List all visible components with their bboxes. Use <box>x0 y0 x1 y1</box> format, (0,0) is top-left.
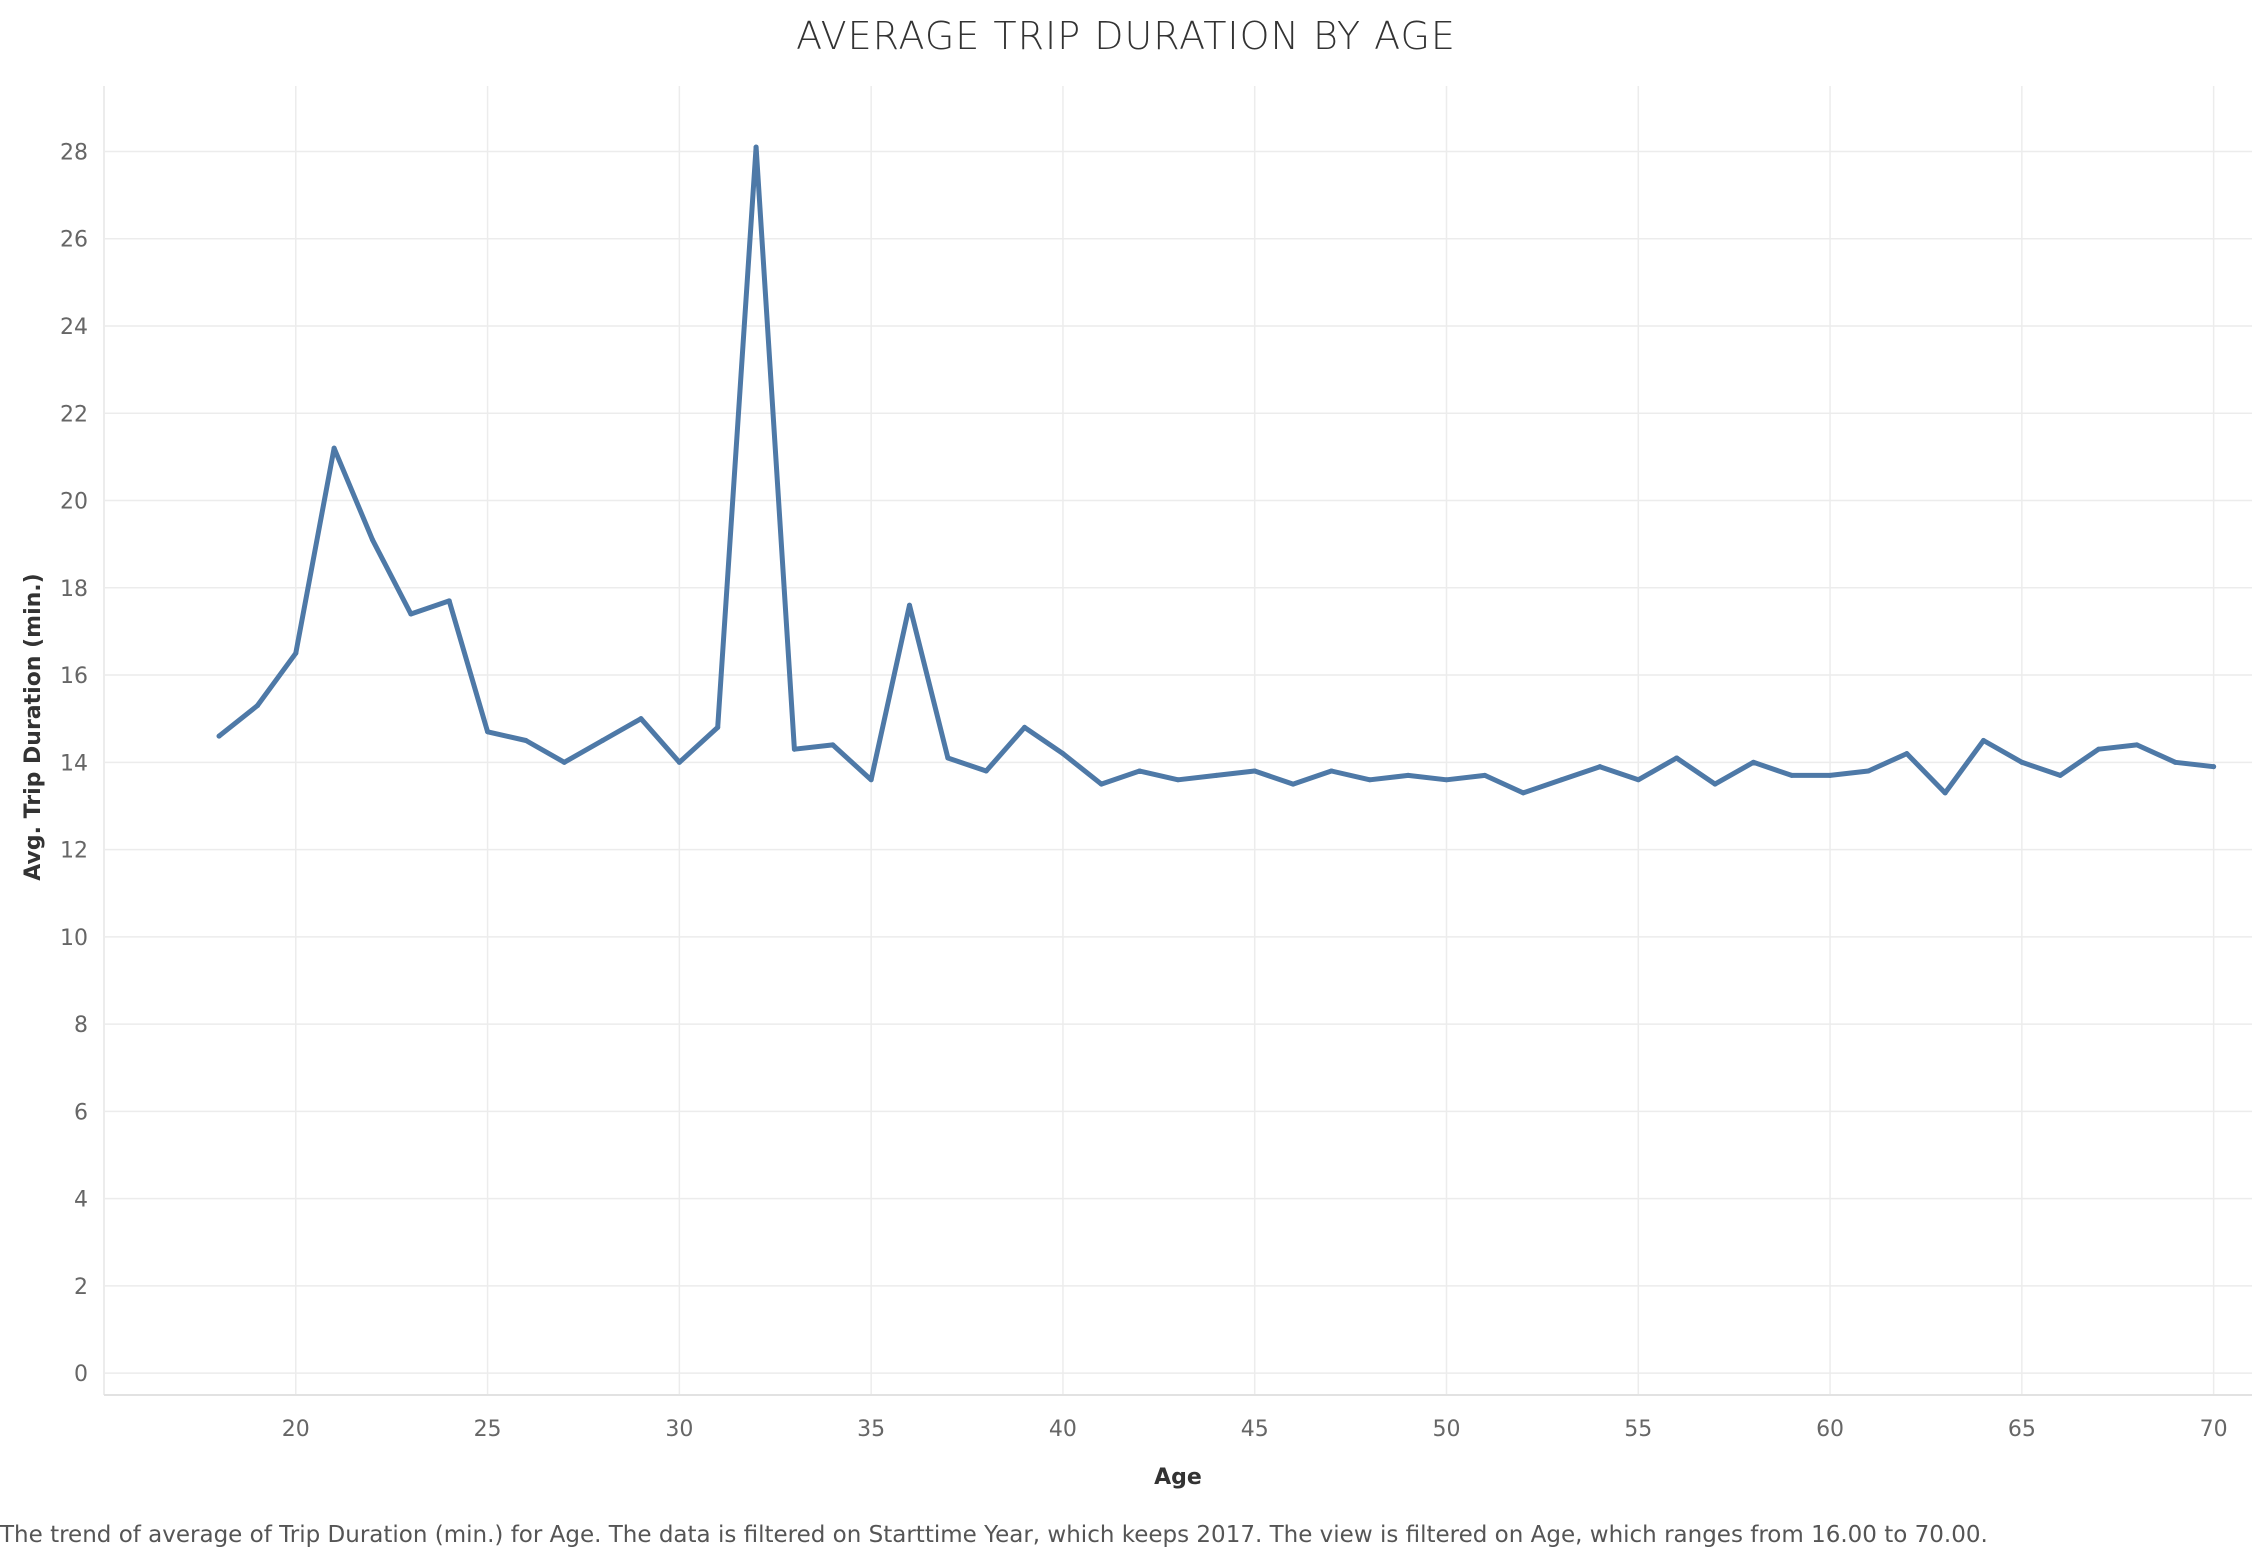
data-point <box>293 650 299 656</box>
data-point <box>1022 724 1028 730</box>
x-tick-label: 25 <box>474 1417 502 1442</box>
x-tick-label: 30 <box>665 1417 693 1442</box>
data-point <box>1712 781 1718 787</box>
y-tick-label: 6 <box>74 1100 88 1125</box>
data-point <box>983 768 989 774</box>
y-tick-label: 24 <box>60 315 88 340</box>
data-point <box>715 724 721 730</box>
y-tick-label: 0 <box>74 1362 88 1387</box>
data-point <box>1213 772 1219 778</box>
chart-title: AVERAGE TRIP DURATION BY AGE <box>796 14 1456 58</box>
data-point <box>1252 768 1258 774</box>
data-point <box>1060 751 1066 757</box>
data-point <box>638 716 644 722</box>
data-point <box>408 611 414 617</box>
data-point <box>1904 751 1910 757</box>
y-tick-label: 22 <box>60 402 88 427</box>
y-tick-label: 14 <box>60 751 88 776</box>
data-point <box>753 144 759 150</box>
data-point <box>907 602 912 608</box>
series <box>216 144 2217 796</box>
data-point <box>1098 781 1104 787</box>
y-tick-label: 26 <box>60 228 88 253</box>
data-point <box>1559 777 1565 783</box>
data-point <box>1328 768 1334 774</box>
x-tick-label: 45 <box>1241 1417 1269 1442</box>
data-point <box>945 755 951 761</box>
data-point <box>1444 777 1449 783</box>
y-tick-label: 12 <box>60 839 88 864</box>
data-point <box>791 746 797 752</box>
grid <box>104 86 2252 1395</box>
y-tick-label: 4 <box>74 1188 88 1213</box>
data-point <box>485 729 491 735</box>
y-tick-label: 16 <box>60 664 88 689</box>
data-point <box>216 733 222 739</box>
data-point <box>2172 759 2178 765</box>
data-point <box>1597 764 1603 770</box>
data-point <box>1789 772 1795 778</box>
data-point <box>446 598 452 604</box>
x-tick-label: 20 <box>282 1417 310 1442</box>
data-point <box>523 738 529 743</box>
data-point <box>600 738 606 743</box>
data-point <box>1290 781 1296 787</box>
data-point <box>1520 790 1526 796</box>
x-tick-label: 35 <box>857 1417 885 1442</box>
data-point <box>2019 759 2025 765</box>
data-point <box>370 537 375 543</box>
data-point <box>1674 755 1680 761</box>
y-tick-label: 2 <box>74 1275 88 1300</box>
x-tick-label: 70 <box>2200 1417 2228 1442</box>
data-point <box>1750 759 1756 765</box>
data-point <box>1175 777 1181 783</box>
data-point <box>2134 742 2140 748</box>
data-point <box>2057 772 2063 778</box>
y-tick-label: 20 <box>60 490 88 515</box>
data-point <box>331 445 337 451</box>
data-point <box>1827 772 1833 778</box>
data-point <box>1981 738 1986 743</box>
x-axis-ticks: 20 25 30 35 40 45 50 55 60 65 70 <box>282 1417 2228 1442</box>
x-tick-label: 55 <box>1624 1417 1652 1442</box>
x-tick-label: 65 <box>2008 1417 2036 1442</box>
data-point <box>1405 772 1411 778</box>
axes <box>103 86 2252 1396</box>
data-point <box>2096 746 2102 752</box>
data-point <box>2211 764 2217 770</box>
data-point <box>1942 790 1948 796</box>
data-point <box>1137 768 1143 774</box>
data-point <box>1482 772 1488 778</box>
data-point <box>1865 768 1871 774</box>
data-point <box>1367 777 1373 783</box>
data-point <box>830 742 836 748</box>
data-point <box>561 759 567 765</box>
data-point <box>676 759 682 765</box>
series-line <box>216 144 2217 796</box>
y-tick-label: 8 <box>74 1013 88 1038</box>
data-point <box>1635 777 1641 783</box>
data-point <box>254 703 260 709</box>
x-axis-title: Age <box>1154 1465 1202 1490</box>
x-tick-label: 40 <box>1049 1417 1077 1442</box>
y-tick-label: 10 <box>60 926 88 951</box>
data-point <box>868 777 874 783</box>
x-tick-label: 50 <box>1433 1417 1461 1442</box>
x-tick-label: 60 <box>1816 1417 1844 1442</box>
chart-caption: The trend of average of Trip Duration (m… <box>0 1522 1988 1548</box>
y-axis-title: Avg. Trip Duration (min.) <box>21 573 46 880</box>
y-tick-label: 28 <box>60 140 88 165</box>
y-tick-label: 18 <box>60 577 88 602</box>
